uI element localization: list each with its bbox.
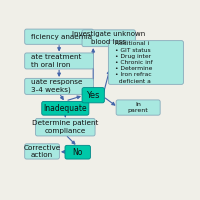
FancyBboxPatch shape	[25, 144, 59, 159]
Text: Corrective
action: Corrective action	[23, 145, 61, 158]
Text: Determine patient
compliance: Determine patient compliance	[32, 120, 98, 134]
FancyBboxPatch shape	[82, 30, 135, 47]
FancyBboxPatch shape	[108, 41, 183, 84]
Text: Additional i
• GIT status
• Drug inter
• Chronic inf
• Determine
• Iron refrac
 : Additional i • GIT status • Drug inter •…	[115, 41, 153, 84]
FancyBboxPatch shape	[25, 53, 94, 69]
Text: Investigate unknown
blood loss: Investigate unknown blood loss	[72, 31, 145, 45]
FancyBboxPatch shape	[116, 100, 160, 115]
FancyBboxPatch shape	[82, 88, 104, 103]
Text: uate response
3-4 weeks): uate response 3-4 weeks)	[31, 79, 83, 93]
FancyBboxPatch shape	[25, 78, 94, 94]
Text: No: No	[73, 148, 83, 157]
Text: ficiency anaemia: ficiency anaemia	[31, 34, 92, 40]
Text: ate treatment
th oral iron: ate treatment th oral iron	[31, 54, 82, 68]
Text: Inadequate: Inadequate	[43, 104, 87, 113]
Text: In
parent: In parent	[128, 102, 149, 113]
FancyBboxPatch shape	[25, 29, 94, 44]
FancyBboxPatch shape	[36, 118, 95, 136]
Text: Yes: Yes	[86, 91, 100, 100]
FancyBboxPatch shape	[65, 145, 90, 159]
FancyBboxPatch shape	[42, 101, 89, 115]
